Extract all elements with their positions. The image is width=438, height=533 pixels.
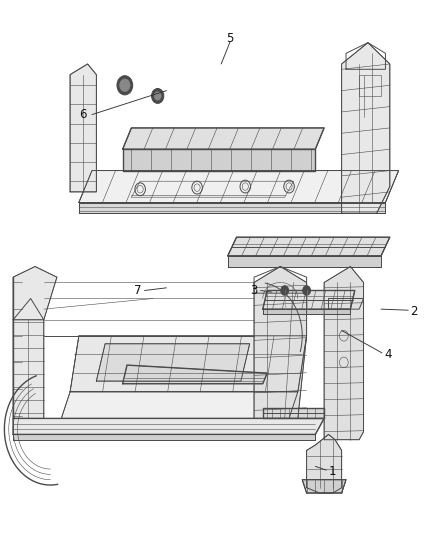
Polygon shape bbox=[61, 392, 298, 418]
Polygon shape bbox=[13, 434, 315, 440]
Polygon shape bbox=[79, 171, 399, 203]
Polygon shape bbox=[228, 256, 381, 266]
Polygon shape bbox=[228, 237, 390, 256]
Polygon shape bbox=[263, 290, 355, 309]
Circle shape bbox=[120, 79, 130, 92]
Text: 4: 4 bbox=[384, 348, 392, 361]
Polygon shape bbox=[123, 365, 267, 384]
Polygon shape bbox=[324, 266, 364, 440]
Polygon shape bbox=[13, 418, 324, 434]
Polygon shape bbox=[13, 298, 44, 418]
Polygon shape bbox=[96, 344, 250, 381]
Polygon shape bbox=[79, 203, 385, 213]
Polygon shape bbox=[123, 149, 315, 171]
Circle shape bbox=[281, 286, 289, 295]
Polygon shape bbox=[254, 266, 307, 418]
Circle shape bbox=[152, 88, 164, 103]
Polygon shape bbox=[263, 309, 350, 314]
Circle shape bbox=[154, 92, 161, 100]
Text: 6: 6 bbox=[79, 108, 87, 121]
Text: 3: 3 bbox=[251, 284, 258, 297]
Text: 1: 1 bbox=[329, 465, 337, 478]
Polygon shape bbox=[70, 336, 307, 392]
Polygon shape bbox=[263, 408, 324, 418]
Circle shape bbox=[303, 286, 311, 295]
Polygon shape bbox=[70, 64, 96, 192]
Polygon shape bbox=[342, 43, 390, 213]
Polygon shape bbox=[13, 266, 57, 320]
Text: 7: 7 bbox=[134, 284, 142, 297]
Polygon shape bbox=[302, 480, 346, 493]
Text: 2: 2 bbox=[410, 305, 418, 318]
Polygon shape bbox=[307, 434, 342, 493]
Circle shape bbox=[117, 76, 133, 95]
Text: 5: 5 bbox=[226, 32, 233, 45]
Polygon shape bbox=[123, 128, 324, 149]
